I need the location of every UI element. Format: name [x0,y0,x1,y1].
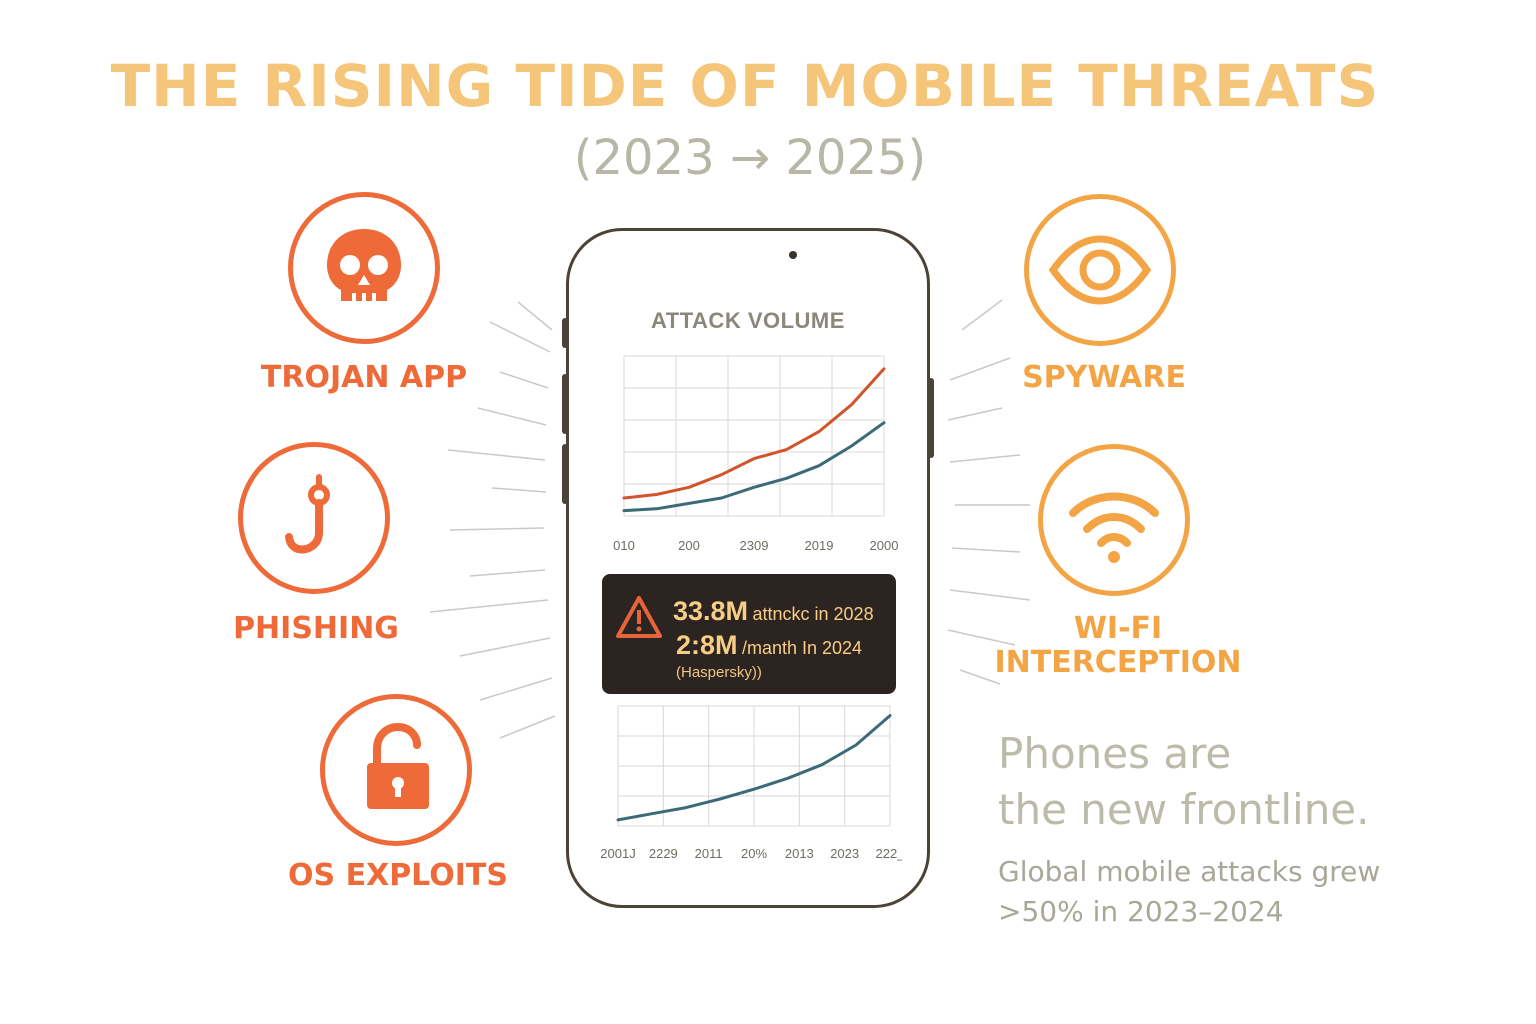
phone-side-button [928,378,934,458]
alert-line-1: 33.8M attnckc in 2028 [673,596,874,627]
page-subtitle: (2023 → 2025) [573,130,927,186]
tagline: Phones are the new frontline. [998,726,1370,838]
phone-side-button [562,374,568,434]
x-tick-label: 2023 [830,846,859,861]
x-tick-label: 222_ [876,846,902,861]
series-line-1 [616,714,892,822]
chart-title: ATTACK VOLUME [651,308,845,333]
x-tick-label: 20% [741,846,767,861]
tagline-line-1: Phones are [998,729,1232,778]
alert-text-1: attnckc in 2028 [752,604,874,624]
eye-icon [1048,235,1152,305]
warning-triangle-icon [616,596,662,638]
x-tick-label: 2011 [695,846,723,861]
x-tick-label: 2019 [805,538,834,553]
alert-text-2: /manth In 2024 [741,638,863,658]
wifi-interception-badge [1038,444,1190,596]
wifi-icon [1069,492,1159,563]
growth-stat: Global mobile attacks grew >50% in 2023–… [998,852,1380,932]
spyware-badge [1024,194,1176,346]
os-exploits-label: OS EXPLOITS [288,858,508,893]
open-padlock-icon [367,722,429,809]
spyware-label: SPYWARE [1022,360,1186,395]
os-exploits-badge [320,694,472,846]
page-title: THE RISING TIDE OF MOBILE THREATS [110,52,1380,120]
phone-side-button [562,318,568,348]
growth-stat-line-1: Global mobile attacks grew [998,855,1381,888]
attack-trend-chart: 2001J 2229 2011 20% 2013 2023 222_ [600,705,902,861]
skull-icon [327,229,401,301]
alert-value-1: 33.8M [673,596,749,626]
phishing-badge [238,442,390,594]
x-tick-label: 2000 [870,538,898,553]
alert-source: (Haspersky)) [676,664,762,681]
trojan-app-label: TROJAN APP [260,360,468,395]
attack-volume-chart: 010 200 2309 2019 2000 [613,355,898,553]
chart-grid [623,355,885,517]
fishing-hook-icon [285,474,330,554]
phishing-label: PHISHING [233,611,399,646]
chart-grid [617,705,891,827]
x-tick-label: 200 [678,538,700,553]
growth-stat-line-2: >50% in 2023–2024 [998,895,1284,928]
tagline-line-2: the new frontline. [998,785,1370,834]
x-tick-label: 2001J [600,846,635,861]
phone-camera [789,251,797,259]
alert-value-2: 2:8M [676,630,738,660]
alert-line-2: 2:8M /manth In 2024 [676,630,862,661]
x-tick-label: 2013 [785,846,814,861]
x-tick-label: 2229 [649,846,678,861]
x-tick-label: 010 [613,538,635,553]
trojan-app-badge [288,192,440,344]
phone-side-button [562,444,568,504]
phone-frame [566,228,930,908]
series-line-2 [622,421,886,513]
series-line-1 [622,367,886,500]
x-tick-label: 2309 [740,538,769,553]
wifi-label-line2: INTERCEPTION [994,645,1242,680]
wifi-label-line1: WI-FI [1073,611,1163,646]
